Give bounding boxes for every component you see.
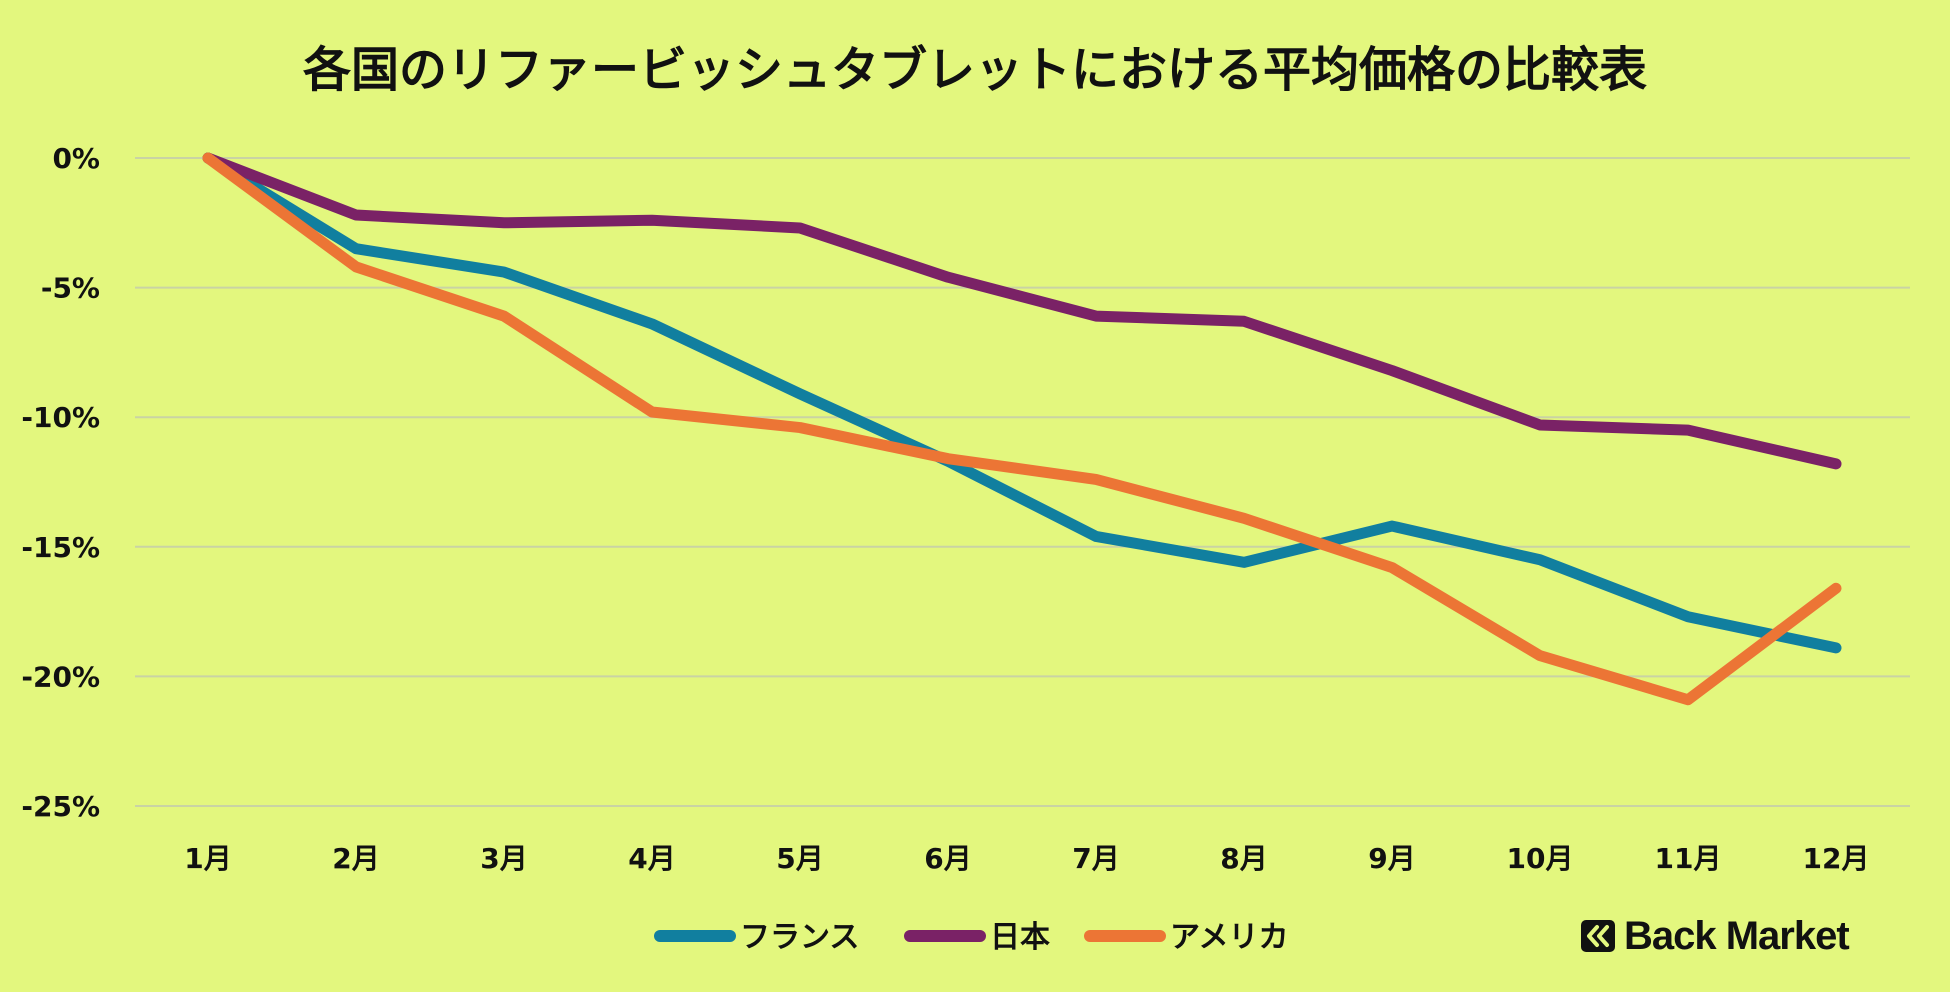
legend-label: 日本 <box>990 920 1050 955</box>
x-tick-label: 10月 <box>1507 842 1574 875</box>
y-tick-label: -5% <box>41 272 100 305</box>
y-tick-label: 0% <box>52 142 100 175</box>
legend: フランス 日本 アメリカ <box>654 920 1289 955</box>
legend-label: フランス <box>740 920 859 955</box>
series-lines <box>202 152 1842 706</box>
y-tick-label: -20% <box>21 660 100 693</box>
x-tick-label: 4月 <box>628 842 675 875</box>
y-axis-ticks: 0% -5% -10% -15% -20% -25% <box>21 142 100 823</box>
x-tick-label: 12月 <box>1803 842 1870 875</box>
x-tick-label: 11月 <box>1655 842 1722 875</box>
x-tick-label: 3月 <box>480 842 527 875</box>
brand-name: Back Market <box>1624 913 1850 958</box>
back-market-logo-icon <box>1581 920 1615 952</box>
chart-title: 各国のリファービッシュタブレットにおける平均価格の比較表 <box>303 42 1647 98</box>
x-tick-label: 7月 <box>1072 842 1119 875</box>
x-tick-label: 1月 <box>184 842 231 875</box>
x-tick-label: 5月 <box>776 842 823 875</box>
series-line-3 <box>202 152 1842 706</box>
y-tick-label: -10% <box>21 401 100 434</box>
series-line-1 <box>202 152 1842 654</box>
x-tick-label: 8月 <box>1220 842 1267 875</box>
y-tick-label: -15% <box>21 531 100 564</box>
x-tick-label: 6月 <box>924 842 971 875</box>
brand-logo: Back Market <box>1580 908 1850 964</box>
x-tick-label: 9月 <box>1368 842 1415 875</box>
x-axis-ticks: 1月 2月 3月 4月 5月 6月 7月 8月 9月 10月 11月 12月 <box>184 842 1869 875</box>
y-tick-label: -25% <box>21 790 100 823</box>
legend-label: アメリカ <box>1170 920 1289 955</box>
series-line-2 <box>202 152 1842 470</box>
x-tick-label: 2月 <box>332 842 379 875</box>
